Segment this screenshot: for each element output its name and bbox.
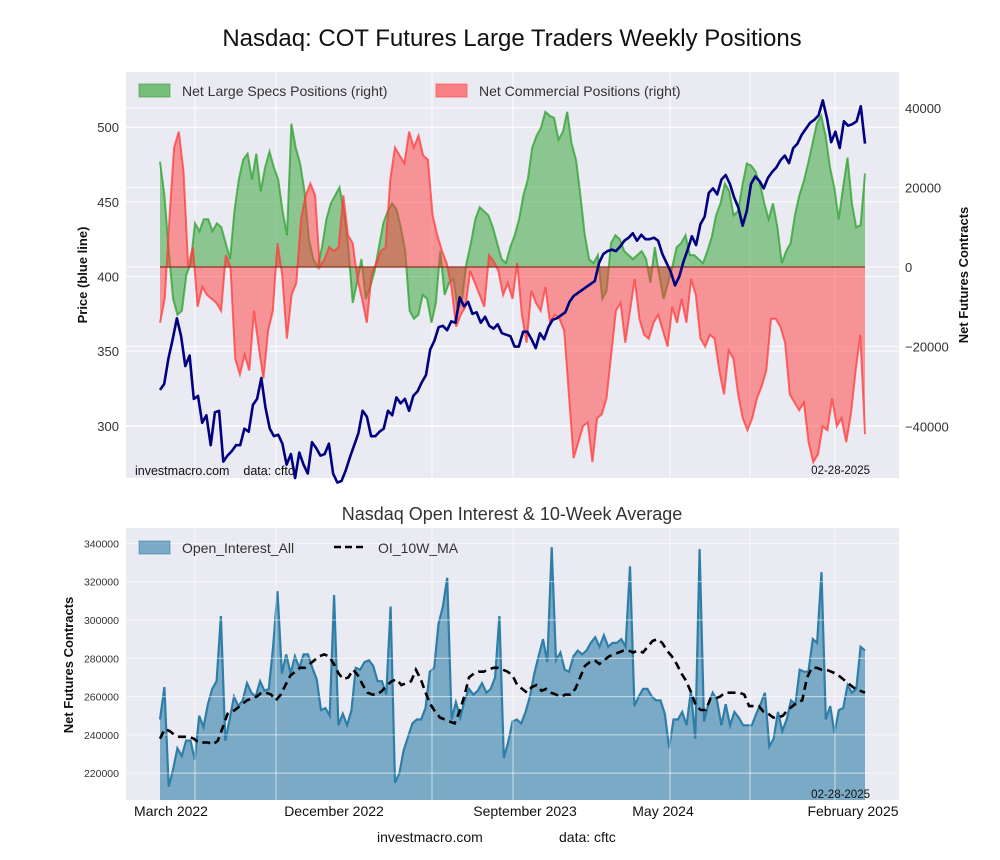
price-tick-label: 400: [97, 269, 119, 284]
open-interest-x-ticks: March 2022 December 2022 September 2023 May…: [134, 803, 899, 819]
date-tick-label: March 2022: [134, 803, 208, 819]
net-contracts-tick-label: 20000: [905, 180, 941, 195]
open-interest-area: [160, 547, 865, 800]
date-tick-label: May 2024: [632, 803, 694, 819]
legend-swatch-specs: [138, 83, 171, 98]
open-interest-tick-label: 340000: [84, 538, 119, 550]
open-interest-tick-label: 300000: [84, 615, 119, 627]
open-interest-legend: Open_Interest_All OI_10W_MA: [138, 540, 459, 556]
price-axis-label: Price (blue line): [75, 227, 90, 324]
net-contracts-tick-label: −20000: [905, 340, 949, 355]
date-label-top: 02-28-2025: [811, 465, 870, 477]
open-interest-chart: Nasdaq Open Interest & 10-Week Average 2…: [61, 504, 899, 819]
net-contracts-tick-label: −40000: [905, 419, 949, 434]
footer-data: data: cftc: [559, 829, 616, 845]
open-interest-y-ticks: 220000 240000 260000 280000 300000 320000 3400…: [84, 538, 119, 780]
price-line: [158, 99, 867, 484]
commercial-line: [159, 131, 866, 465]
date-label-bottom: 02-28-2025: [811, 789, 870, 801]
positions-areas: [159, 109, 866, 465]
price-tick-label: 450: [97, 195, 119, 210]
open-interest-tick-label: 220000: [84, 768, 119, 780]
moving-average-group: [158, 637, 866, 746]
price-tick-label: 350: [97, 344, 119, 359]
specs-line: [159, 109, 866, 324]
figure-title: Nasdaq: COT Futures Large Traders Weekly…: [222, 25, 801, 52]
net-contracts-axis-label: Net Futures Contracts: [956, 207, 971, 344]
net-contracts-axis-ticks: −40000 −20000 0 20000 40000: [905, 101, 949, 434]
price-axis-ticks: 300 350 400 450 500: [97, 120, 119, 434]
open-interest-axis-label: Net Futures Contracts: [61, 597, 76, 734]
price-line-group: [158, 99, 867, 484]
open-interest-tick-label: 240000: [84, 730, 119, 742]
net-contracts-tick-label: 40000: [905, 101, 941, 116]
watermark-top: investmacro.com data: cftc: [135, 464, 294, 478]
date-tick-label: September 2023: [473, 803, 577, 819]
legend-label-commercial: Net Commercial Positions (right): [479, 83, 681, 99]
open-interest-tick-label: 280000: [84, 653, 119, 665]
price-tick-label: 500: [97, 120, 119, 135]
footer-site: investmacro.com: [377, 829, 483, 845]
legend-label-oi: Open_Interest_All: [182, 540, 294, 556]
legend-label-specs: Net Large Specs Positions (right): [182, 83, 387, 99]
date-tick-label: February 2025: [807, 803, 898, 819]
open-interest-title: Nasdaq Open Interest & 10-Week Average: [342, 504, 683, 524]
date-tick-label: December 2022: [284, 803, 384, 819]
legend-swatch-commercial: [435, 83, 468, 98]
legend-label-ma: OI_10W_MA: [378, 540, 459, 556]
net-contracts-tick-label: 0: [905, 260, 912, 275]
moving-average-line: [158, 637, 866, 746]
open-interest-grid: [126, 528, 899, 800]
legend-swatch-oi: [138, 540, 171, 555]
price-tick-label: 300: [97, 419, 119, 434]
open-interest-tick-label: 260000: [84, 692, 119, 704]
positions-legend: Net Large Specs Positions (right) Net Co…: [138, 83, 681, 99]
open-interest-tick-label: 320000: [84, 577, 119, 589]
